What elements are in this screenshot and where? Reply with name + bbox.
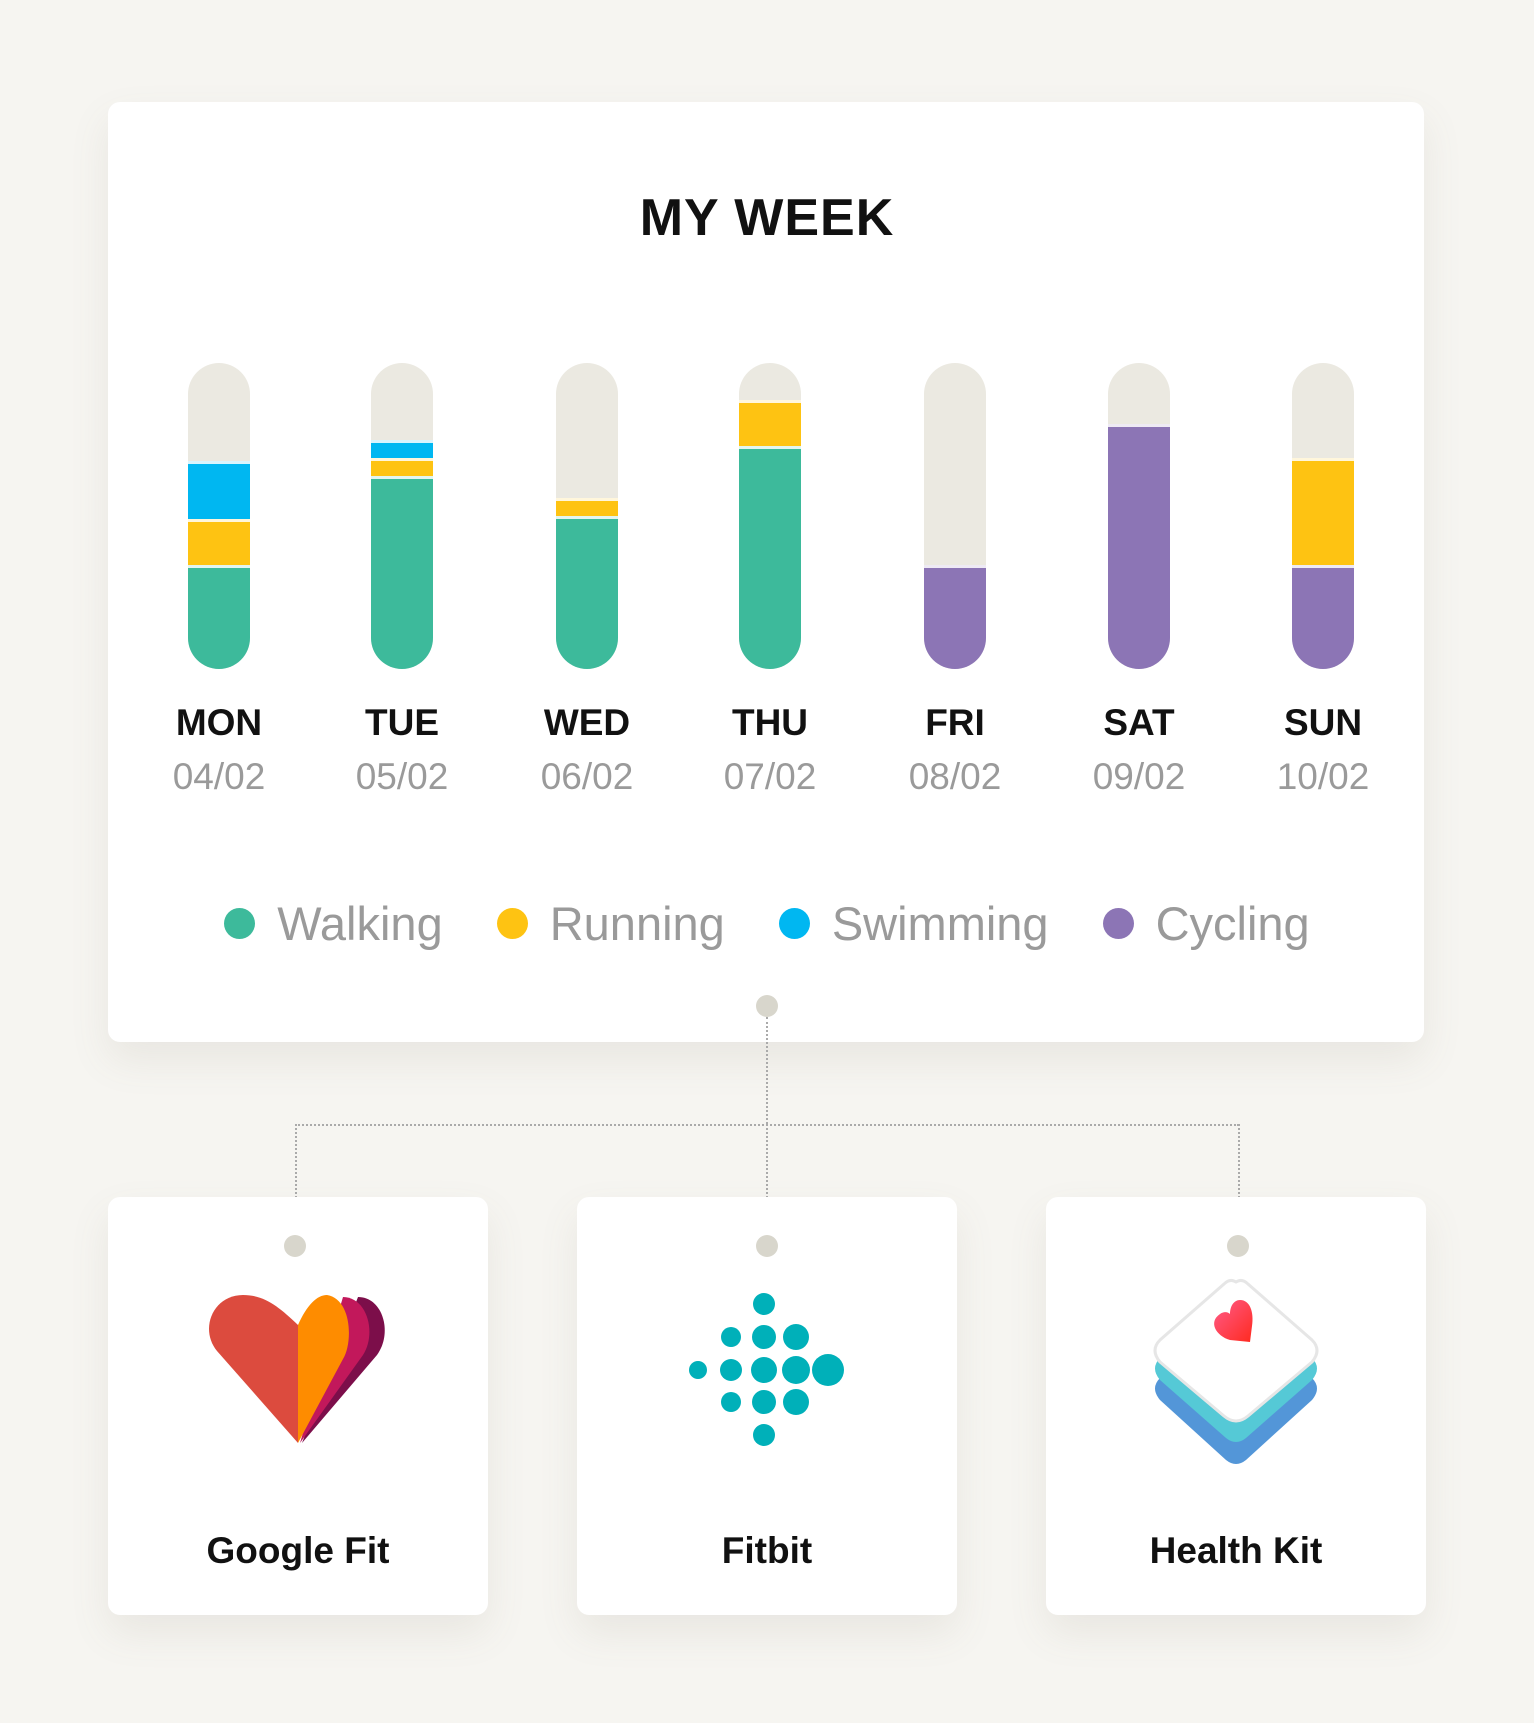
day-label: SUN xyxy=(1283,702,1363,743)
bar-mon xyxy=(188,363,250,669)
legend-item-running: Running xyxy=(496,896,725,951)
source-label: Health Kit xyxy=(1149,1530,1323,1571)
source-label: Fitbit xyxy=(721,1530,813,1571)
legend-dot-icon xyxy=(224,908,256,939)
healthkit-stack-icon xyxy=(1153,1278,1319,1464)
bar-tue xyxy=(371,363,433,669)
bar-sun xyxy=(1292,363,1354,669)
bar-thu xyxy=(739,363,801,669)
bar-segment-walking xyxy=(188,564,250,669)
connector-dot xyxy=(756,1235,778,1257)
bar-segment-swimming xyxy=(188,460,250,520)
bar-fri xyxy=(924,363,986,669)
day-label: SAT xyxy=(1103,702,1175,743)
date-label: 10/02 xyxy=(1276,756,1370,797)
connector-dot-top xyxy=(756,995,778,1017)
date-label: 08/02 xyxy=(908,756,1002,797)
fitbit-dots-icon xyxy=(689,1293,844,1446)
legend-label: Cycling xyxy=(1155,897,1310,950)
chart-title: MY WEEK xyxy=(639,189,895,247)
google-fit-heart-icon xyxy=(209,1295,385,1443)
legend-label: Walking xyxy=(277,897,443,950)
connector-line xyxy=(766,1017,768,1124)
bar-segment-running xyxy=(1292,457,1354,565)
date-label: 09/02 xyxy=(1092,756,1186,797)
date-label: 06/02 xyxy=(540,756,634,797)
bar-segment-running xyxy=(739,399,801,446)
date-label: 05/02 xyxy=(355,756,449,797)
connector-line xyxy=(766,1124,768,1234)
bar-segment-cycling xyxy=(1292,564,1354,669)
legend-item-swimming: Swimming xyxy=(778,896,1049,951)
legend-item-walking: Walking xyxy=(224,896,443,951)
bar-segment-walking xyxy=(556,516,618,669)
bar-segment-walking xyxy=(371,476,433,669)
bar-segment-walking xyxy=(739,445,801,669)
bar-sat xyxy=(1108,363,1170,669)
legend-item-cycling: Cycling xyxy=(1102,896,1310,951)
legend-label: Running xyxy=(549,897,725,950)
connector-dot xyxy=(284,1235,306,1257)
legend-label: Swimming xyxy=(831,897,1049,950)
day-label: MON xyxy=(175,702,263,743)
day-label: FRI xyxy=(925,702,985,743)
bar-segment-swimming xyxy=(371,439,433,458)
source-label: Google Fit xyxy=(206,1530,390,1571)
legend-dot-icon xyxy=(778,908,810,939)
date-label: 04/02 xyxy=(172,756,266,797)
bar-segment-running xyxy=(371,457,433,477)
legend-dot-icon xyxy=(1102,908,1134,939)
bar-segment-running xyxy=(188,519,250,565)
date-label: 07/02 xyxy=(723,756,817,797)
day-label: THU xyxy=(731,702,809,743)
legend: Walking Running Swimming Cycling xyxy=(0,896,1534,951)
bar-segment-cycling xyxy=(1108,424,1170,669)
bar-segment-running xyxy=(556,497,618,516)
bar-wed xyxy=(556,363,618,669)
bar-segment-cycling xyxy=(924,564,986,669)
day-label: WED xyxy=(543,702,631,743)
connector-dot xyxy=(1227,1235,1249,1257)
connector-line xyxy=(295,1124,297,1234)
connector-line xyxy=(1238,1124,1240,1234)
day-label: TUE xyxy=(365,702,439,743)
legend-dot-icon xyxy=(496,908,528,939)
